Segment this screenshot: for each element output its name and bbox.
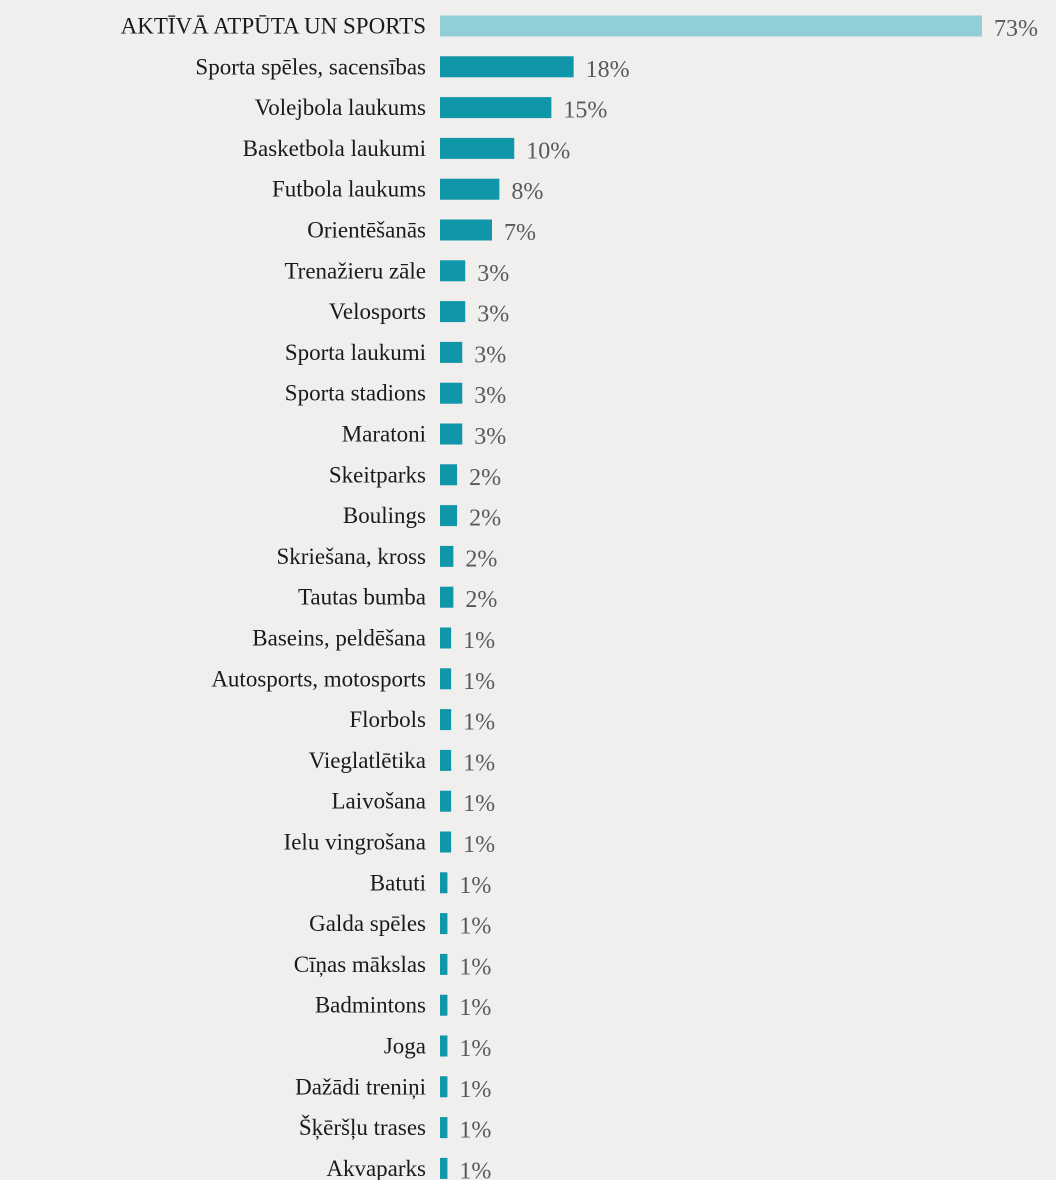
value-label: 1% <box>463 750 495 776</box>
value-label: 3% <box>477 261 509 287</box>
value-label: 2% <box>469 506 501 532</box>
category-label: Boulings <box>343 503 426 528</box>
value-label: 7% <box>504 220 536 246</box>
category-label: Sporta stadions <box>285 381 426 406</box>
value-label: 1% <box>463 710 495 736</box>
category-label: Ielu vingrošana <box>284 830 426 855</box>
bar <box>440 1076 448 1098</box>
bar <box>440 749 452 771</box>
value-label: 1% <box>459 1077 491 1103</box>
value-label: 73% <box>994 16 1038 42</box>
value-label: 1% <box>463 669 495 695</box>
category-label: Skeitparks <box>329 462 426 487</box>
value-label: 1% <box>463 628 495 654</box>
value-label: 1% <box>459 995 491 1021</box>
bar <box>440 423 463 445</box>
bar <box>440 219 492 241</box>
value-label: 1% <box>463 791 495 817</box>
total-bar <box>440 15 982 37</box>
bar <box>440 831 452 853</box>
bar <box>440 1035 448 1057</box>
value-label: 3% <box>474 424 506 450</box>
category-label: Cīņas mākslas <box>294 952 426 978</box>
category-label: Šķēršļu trases <box>299 1114 426 1141</box>
category-label: Sporta laukumi <box>285 340 426 365</box>
value-label: 1% <box>463 832 495 858</box>
category-label: Futbola laukums <box>272 177 426 202</box>
bar <box>440 505 458 527</box>
value-label: 1% <box>459 873 491 899</box>
category-label: Orientēšanās <box>307 218 426 243</box>
bar <box>440 464 458 486</box>
category-label: Tautas bumba <box>298 585 426 610</box>
value-label: 1% <box>459 1118 491 1144</box>
bar <box>440 790 452 812</box>
bar <box>440 341 463 363</box>
value-label: 2% <box>465 587 497 613</box>
bar <box>440 627 452 649</box>
bar <box>440 137 515 159</box>
bar <box>440 872 448 894</box>
bar <box>440 994 448 1016</box>
category-label: Vieglatlētika <box>309 748 426 773</box>
value-label: 2% <box>469 465 501 491</box>
bar <box>440 1117 448 1139</box>
value-label: 18% <box>586 57 630 83</box>
category-label: Galda spēles <box>309 911 426 936</box>
category-label: AKTĪVĀ ATPŪTA UN SPORTS <box>121 14 426 39</box>
bar <box>440 178 500 200</box>
bar <box>440 953 448 975</box>
category-label: Akvaparks <box>326 1156 426 1180</box>
bar <box>440 301 466 323</box>
category-label: Badmintons <box>315 993 426 1018</box>
bar <box>440 709 452 731</box>
value-label: 2% <box>465 546 497 572</box>
category-label: Batuti <box>370 870 426 895</box>
category-label: Dažādi treniņi <box>295 1074 426 1100</box>
value-label: 3% <box>474 342 506 368</box>
category-label: Volejbola laukums <box>255 95 426 120</box>
bar <box>440 913 448 935</box>
category-label: Skriešana, kross <box>277 544 427 569</box>
category-label: Sporta spēles, sacensības <box>195 54 426 79</box>
category-label: Joga <box>384 1034 426 1059</box>
value-label: 15% <box>563 98 607 124</box>
category-label: Florbols <box>349 707 426 732</box>
category-label: Autosports, motosports <box>211 666 426 691</box>
category-label: Trenažieru zāle <box>284 258 426 283</box>
value-label: 3% <box>474 383 506 409</box>
value-label: 1% <box>459 914 491 940</box>
category-label: Basketbola laukumi <box>243 136 426 161</box>
value-label: 10% <box>526 138 570 164</box>
value-label: 1% <box>459 1158 491 1180</box>
bar <box>440 97 552 119</box>
bar <box>440 260 466 282</box>
bar <box>440 1157 448 1179</box>
category-label: Velosports <box>329 299 426 324</box>
bar <box>440 545 454 567</box>
bar <box>440 56 574 78</box>
category-label: Laivošana <box>331 789 426 814</box>
category-label: Maratoni <box>342 422 426 447</box>
value-label: 1% <box>459 954 491 980</box>
bar <box>440 586 454 608</box>
value-label: 8% <box>511 179 543 205</box>
bar <box>440 382 463 404</box>
bar <box>440 668 452 690</box>
value-label: 3% <box>477 302 509 328</box>
category-label: Baseins, peldēšana <box>252 626 426 651</box>
value-label: 1% <box>459 1036 491 1062</box>
